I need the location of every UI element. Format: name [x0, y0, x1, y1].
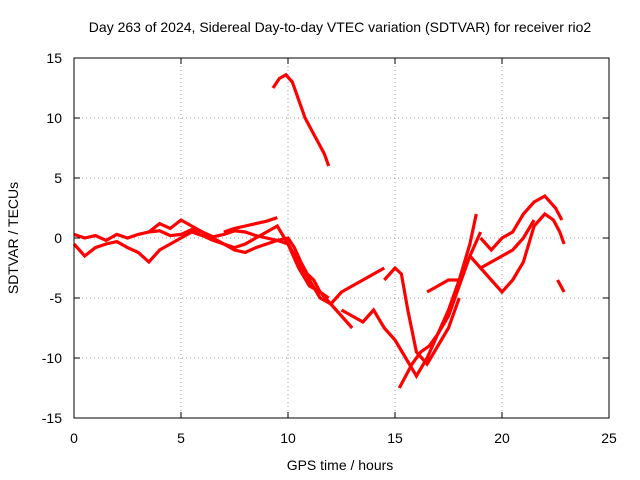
gridlines	[74, 58, 609, 418]
series-line-3	[147, 218, 386, 307]
y-tick-label: -15	[42, 410, 62, 426]
y-tick-label: 15	[46, 50, 62, 66]
y-tick-label: 0	[54, 230, 62, 246]
data-series	[72, 72, 566, 389]
y-tick-label: -5	[50, 290, 63, 306]
y-tick-label: -10	[42, 350, 62, 366]
series-line-9	[426, 278, 460, 294]
x-tick-label: 25	[601, 430, 617, 446]
series-line-13	[556, 279, 566, 293]
x-tick-label: 20	[494, 430, 510, 446]
series-line-8	[397, 231, 483, 389]
series-line-1	[73, 227, 330, 300]
x-tick-label: 0	[70, 430, 78, 446]
series-line-10	[468, 211, 566, 295]
series-line-5	[271, 72, 331, 167]
series-line-4	[223, 216, 278, 234]
x-tick-label: 5	[177, 430, 185, 446]
series-line-12	[479, 219, 536, 270]
x-tick-label: 10	[280, 430, 296, 446]
series-line-2	[72, 230, 354, 330]
y-tick-label: 10	[46, 110, 62, 126]
y-axis-label: SDTVAR / TECUs	[5, 182, 21, 294]
series-line-7	[383, 265, 461, 367]
series-line-11	[479, 193, 564, 253]
x-tick-label: 15	[387, 430, 403, 446]
tick-labels: 0 5 10 15 20 25 -15 -10 -5 0 5 10 15	[42, 50, 617, 446]
chart-title: Day 263 of 2024, Sidereal Day-to-day VTE…	[89, 19, 592, 35]
x-axis-label: GPS time / hours	[287, 457, 394, 473]
y-tick-label: 5	[54, 170, 62, 186]
